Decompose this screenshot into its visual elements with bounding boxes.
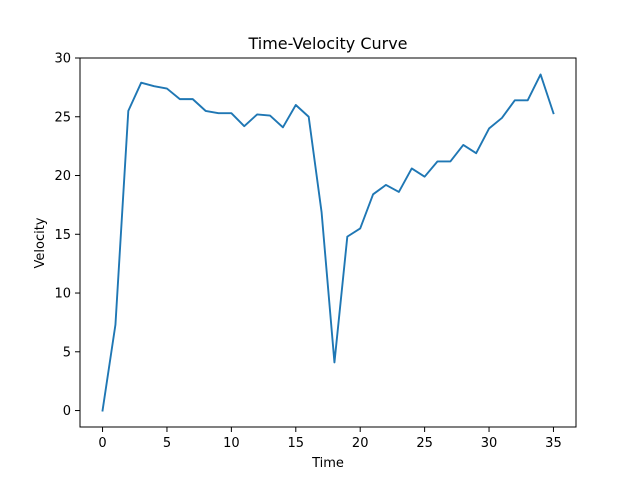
x-tick-label: 25 bbox=[416, 436, 433, 451]
y-tick-label: 10 bbox=[54, 287, 71, 302]
x-axis-label: Time bbox=[311, 456, 344, 471]
plot-area bbox=[79, 57, 577, 428]
y-tick-label: 5 bbox=[63, 345, 71, 360]
y-tick-label: 0 bbox=[63, 404, 71, 419]
y-tick-label: 20 bbox=[54, 169, 71, 184]
x-tick-label: 15 bbox=[288, 436, 305, 451]
y-tick-label: 30 bbox=[54, 52, 71, 67]
x-axis: 0 5 10 15 20 25 30 35 bbox=[98, 427, 562, 451]
x-tick-label: 10 bbox=[223, 436, 240, 451]
x-tick-label: 5 bbox=[163, 436, 171, 451]
chart-title: Time-Velocity Curve bbox=[247, 34, 407, 53]
x-tick-label: 20 bbox=[352, 436, 369, 451]
y-tick-label: 15 bbox=[54, 228, 71, 243]
series-line-0 bbox=[101, 73, 555, 412]
x-tick-label: 30 bbox=[481, 436, 498, 451]
y-axis: 0 5 10 15 20 25 30 bbox=[54, 52, 80, 419]
y-axis-label: Velocity bbox=[33, 217, 48, 268]
x-tick-label: 0 bbox=[98, 436, 106, 451]
y-tick-label: 25 bbox=[54, 110, 71, 125]
x-tick-label: 35 bbox=[545, 436, 562, 451]
plot-frame bbox=[79, 57, 577, 428]
